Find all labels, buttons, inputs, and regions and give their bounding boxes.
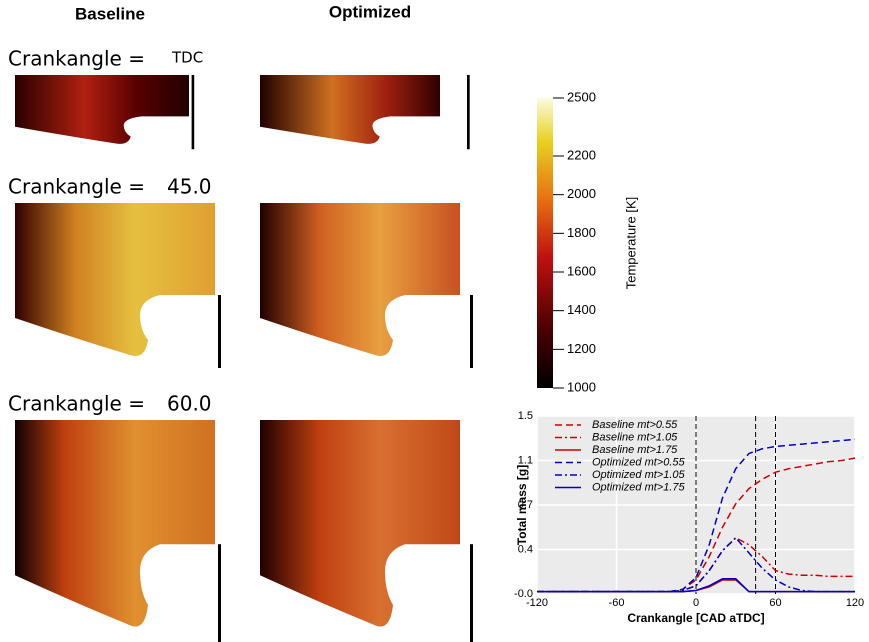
legend-label: Optimized mt>0.55 [592,456,686,468]
y-axis-title: Total mass [g] [515,465,529,545]
row-label: Crankangle = [8,392,145,416]
colorbar-label: Temperature [K] [623,197,638,290]
x-tick-label: 120 [846,597,864,609]
colorbar-tick-label: 1600 [567,263,596,278]
data-line [537,578,855,593]
column-header: Baseline [75,4,145,23]
legend-label: Baseline mt>0.55 [592,419,678,431]
y-tick-label: 0.7 [518,499,533,511]
data-line [537,438,856,593]
colorbar-tick-label: 2200 [567,147,596,162]
x-axis-title: Crankangle [CAD aTDC] [627,611,764,625]
y-tick-label: 1.5 [518,410,533,422]
x-tick-label: 60 [769,597,781,609]
colorbar-tick-label: 1000 [567,379,596,394]
legend-label: Baseline mt>1.75 [592,444,678,456]
y-tick-label: 0.4 [518,543,533,555]
column-header: Optimized [329,2,411,21]
legend-label: Baseline mt>1.05 [592,431,678,443]
data-line [537,536,855,593]
x-tick-label: 0 [693,597,699,609]
colorbar [537,98,553,388]
y-tick-label: -0.0 [514,588,533,600]
temperature-fields [15,75,473,642]
colorbar-tick-label: 2000 [567,186,596,201]
x-tick-label: -120 [526,597,548,609]
legend-label: Optimized mt>1.05 [592,469,686,481]
row-label: Crankangle = [8,47,145,71]
colorbar-tick-label: 1400 [567,302,596,317]
row-value: 45.0 [167,175,212,199]
row-label: Crankangle = [8,175,145,199]
y-tick-label: 1.1 [518,454,533,466]
row-value: TDC [171,49,203,67]
colorbar-tick-label: 2500 [567,89,596,104]
colorbar-tick-label: 1800 [567,225,596,240]
row-value: 60.0 [167,392,212,416]
colorbar-tick-label: 1200 [567,341,596,356]
x-tick-label: -60 [609,597,625,609]
legend-label: Optimized mt>1.75 [592,481,686,493]
